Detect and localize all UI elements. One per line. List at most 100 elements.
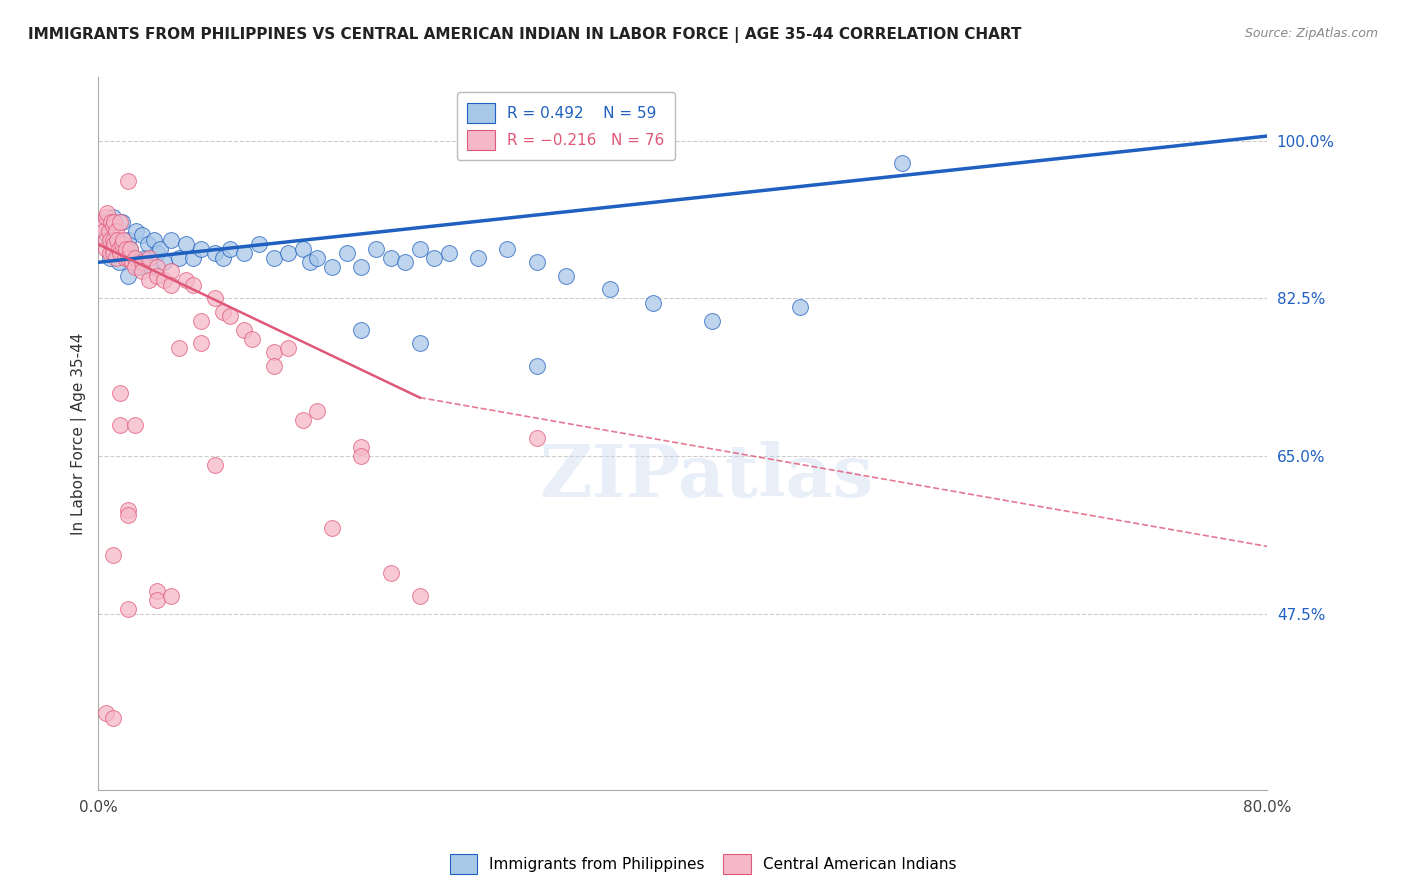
Point [101, 711, 124, 725]
Point [117, 602, 139, 616]
Point [350, 260, 373, 274]
Point [277, 341, 299, 355]
Point [167, 341, 190, 355]
Point [101, 211, 124, 225]
Point [97, 224, 120, 238]
Point [321, 521, 343, 535]
Point [153, 255, 176, 269]
Point [115, 242, 138, 256]
Point [160, 264, 183, 278]
Point [240, 332, 263, 346]
Point [350, 440, 373, 454]
Point [307, 251, 329, 265]
Point [124, 260, 146, 274]
Point [96, 205, 118, 219]
Point [364, 242, 387, 256]
Point [131, 228, 153, 243]
Point [211, 251, 233, 265]
Point [380, 566, 402, 581]
Point [101, 233, 124, 247]
Text: ZIPatlas: ZIPatlas [538, 441, 873, 512]
Point [138, 251, 160, 265]
Point [291, 413, 314, 427]
Point [890, 156, 912, 170]
Point [160, 277, 183, 292]
Point [599, 282, 621, 296]
Point [291, 242, 314, 256]
Point [409, 336, 432, 351]
Point [204, 291, 226, 305]
Point [121, 255, 143, 269]
Point [218, 310, 240, 324]
Point [125, 224, 148, 238]
Point [190, 336, 212, 351]
Point [101, 246, 124, 260]
Point [174, 237, 197, 252]
Point [110, 386, 132, 401]
Point [380, 251, 402, 265]
Point [146, 246, 169, 260]
Point [111, 237, 134, 252]
Point [350, 323, 373, 337]
Point [233, 323, 256, 337]
Point [112, 233, 135, 247]
Point [117, 503, 139, 517]
Point [211, 305, 233, 319]
Point [467, 251, 489, 265]
Text: Source: ZipAtlas.com: Source: ZipAtlas.com [1244, 27, 1378, 40]
Point [160, 233, 183, 247]
Point [136, 237, 159, 252]
Point [117, 268, 139, 283]
Point [103, 237, 125, 252]
Point [105, 233, 128, 247]
Point [394, 255, 416, 269]
Point [160, 589, 183, 603]
Point [124, 251, 146, 265]
Point [98, 251, 121, 265]
Point [110, 246, 132, 260]
Point [554, 268, 576, 283]
Point [146, 268, 169, 283]
Point [350, 449, 373, 463]
Point [134, 251, 156, 265]
Point [204, 458, 226, 473]
Point [643, 296, 665, 310]
Point [107, 255, 129, 269]
Point [526, 359, 548, 373]
Point [174, 273, 197, 287]
Point [117, 251, 139, 265]
Point [110, 417, 132, 432]
Point [277, 246, 299, 260]
Point [90, 215, 112, 229]
Point [131, 264, 153, 278]
Point [263, 345, 285, 359]
Point [131, 255, 153, 269]
Point [101, 219, 124, 234]
Point [128, 260, 150, 274]
Point [700, 314, 723, 328]
Point [437, 246, 460, 260]
Point [142, 233, 165, 247]
Point [101, 242, 124, 256]
Point [496, 242, 519, 256]
Point [190, 314, 212, 328]
Point [104, 224, 127, 238]
Point [91, 219, 114, 234]
Point [190, 242, 212, 256]
Point [789, 301, 811, 315]
Point [321, 260, 343, 274]
Point [117, 508, 139, 522]
Point [124, 417, 146, 432]
Point [120, 242, 142, 256]
Point [153, 273, 176, 287]
Point [93, 224, 115, 238]
Point [139, 260, 162, 274]
Point [104, 233, 127, 247]
Point [103, 215, 125, 229]
Point [117, 233, 139, 247]
Point [94, 242, 117, 256]
Point [146, 260, 169, 274]
Point [167, 251, 190, 265]
Point [233, 246, 256, 260]
Point [98, 233, 121, 247]
